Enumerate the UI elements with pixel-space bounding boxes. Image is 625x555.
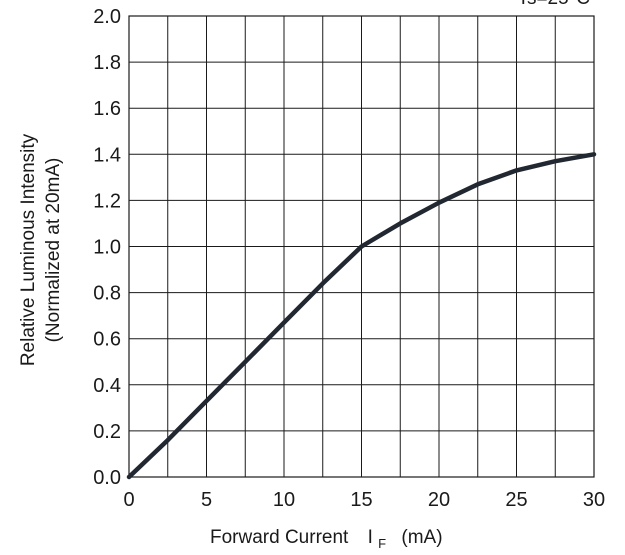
y-tick-label: 2.0: [93, 6, 121, 28]
y-tick-label: 0.0: [93, 467, 121, 489]
y-tick-label: 0.6: [93, 329, 121, 351]
y-axis-title-line2: (Normalized at 20mA): [43, 158, 64, 343]
y-tick-label: 1.8: [93, 52, 121, 74]
y-axis-title-line1: Relative Luminous Intensity: [18, 133, 39, 366]
x-axis-title-subscript: F: [378, 536, 386, 551]
series-line-0: [126, 152, 597, 480]
x-tick-labels: 0 5 10 15 20 25 30: [123, 489, 605, 511]
y-tick-label: 1.2: [93, 190, 121, 212]
x-tick-label: 15: [350, 489, 372, 511]
y-tick-label: 1.4: [93, 144, 121, 166]
plot-frame: [128, 15, 595, 478]
x-tick-label: 25: [505, 489, 527, 511]
x-tick-label: 10: [273, 489, 295, 511]
y-axis-title: Relative Luminous Intensity (Normalized …: [18, 133, 64, 366]
y-tick-label: 0.2: [93, 421, 121, 443]
y-tick-label: 0.8: [93, 283, 121, 305]
x-axis-title: Forward Current I F (mA): [210, 527, 443, 553]
x-axis-title-main: Forward Current: [210, 527, 349, 548]
x-tick-label: 0: [123, 489, 134, 511]
x-axis-title-symbol: I: [368, 527, 373, 548]
series-group: [126, 152, 597, 480]
y-tick-label: 1.6: [93, 98, 121, 120]
x-axis-title-unit: (mA): [401, 527, 442, 548]
y-tick-label: 0.4: [93, 375, 121, 397]
x-tick-label: 20: [428, 489, 450, 511]
x-tick-label: 5: [201, 489, 212, 511]
grid: [129, 16, 594, 477]
temperature-annotation: Ts=25°C: [517, 0, 590, 9]
x-tick-label: 30: [583, 489, 605, 511]
y-tick-labels: 0.0 0.2 0.4 0.6 0.8 1.0 1.2 1.4 1.6 1.8 2.0: [93, 6, 121, 489]
y-tick-label: 1.0: [93, 237, 121, 259]
